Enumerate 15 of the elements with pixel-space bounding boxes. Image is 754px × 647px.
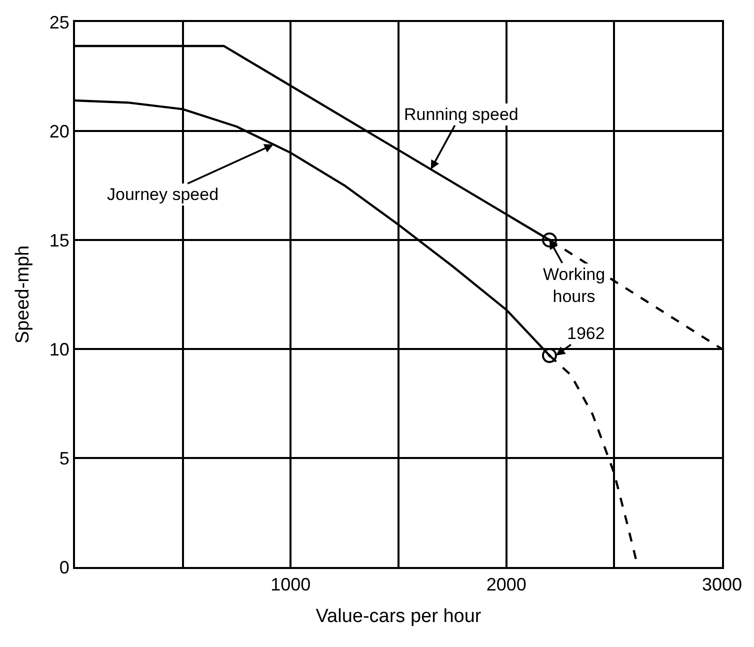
y-axis-title: Speed-mph xyxy=(12,245,34,344)
y-tick-label: 25 xyxy=(49,12,70,32)
y-tick-label: 0 xyxy=(59,557,70,578)
y-tick-label: 15 xyxy=(49,230,70,250)
annotation: Working hours xyxy=(543,265,606,306)
y-tick-label: 10 xyxy=(49,339,70,360)
x-tick-label: 2000 xyxy=(486,574,526,595)
x-tick-label: 3000 xyxy=(702,574,742,595)
x-axis-title: Value-cars per hour xyxy=(316,606,482,627)
y-tick-label: 5 xyxy=(59,448,70,468)
x-tick-label: 1000 xyxy=(270,574,311,595)
annotation: Running speed xyxy=(404,105,518,124)
y-tick-label: 20 xyxy=(49,121,70,142)
annotation: Journey speed xyxy=(107,185,219,204)
annotation: 1962 xyxy=(567,324,605,343)
